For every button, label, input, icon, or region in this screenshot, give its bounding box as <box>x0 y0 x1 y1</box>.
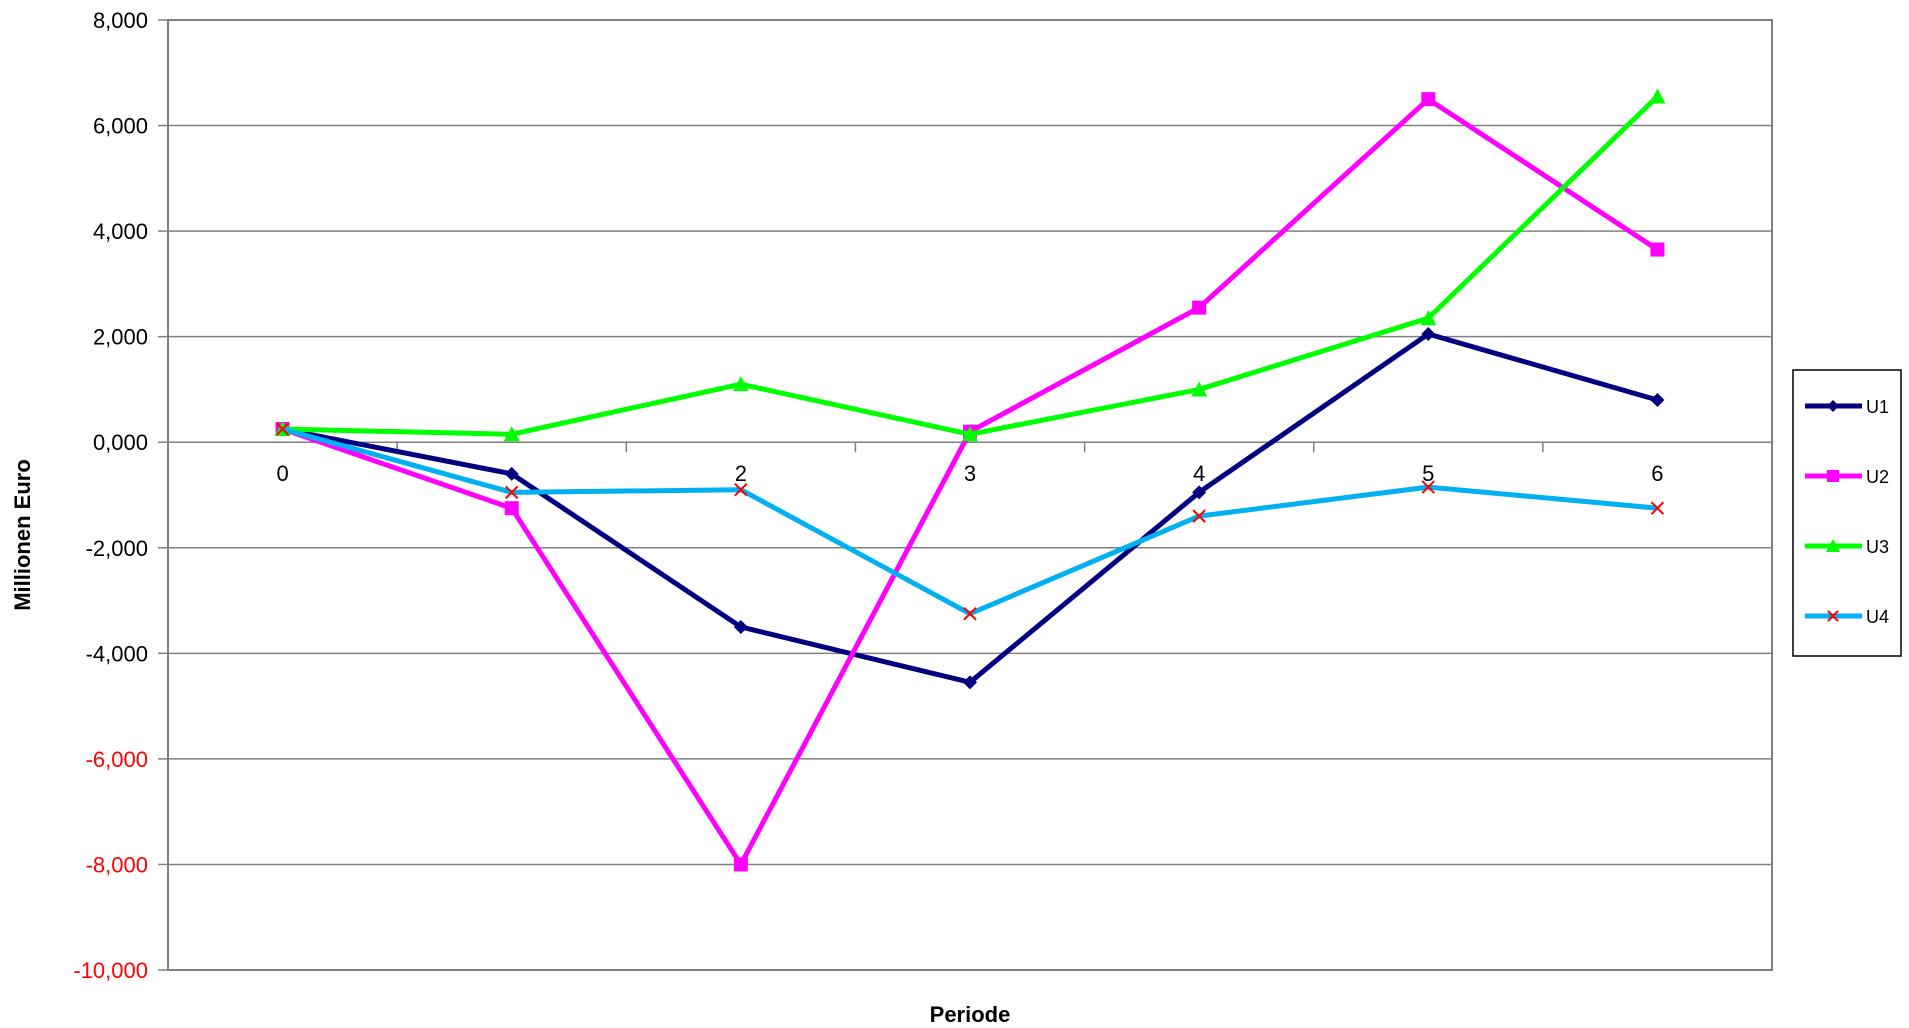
series-u4 <box>275 422 1665 621</box>
x-axis: 0 2 3 4 5 6 <box>167 441 1773 486</box>
y-tick-label: 8,000 <box>93 8 148 33</box>
legend-label: U1 <box>1866 397 1889 417</box>
data-point-u2 <box>1421 92 1436 107</box>
data-point-u1 <box>1650 393 1665 407</box>
data-point-u4 <box>1650 501 1665 515</box>
series-u3 <box>274 88 1666 442</box>
legend: U1 U2 U3 U4 <box>1792 369 1902 657</box>
data-point-u1 <box>1192 485 1207 500</box>
y-tick-label: -8,000 <box>86 852 148 877</box>
x-tick-label: 3 <box>964 461 976 486</box>
legend-item-u3: U3 <box>1805 537 1889 557</box>
data-point-u4 <box>963 607 977 621</box>
data-point-u3 <box>732 376 749 392</box>
y-axis-title: Millionen Euro <box>10 459 35 611</box>
x-tick-label: 2 <box>735 461 747 486</box>
data-point-u2 <box>504 501 519 516</box>
data-point-u3 <box>1649 88 1666 104</box>
data-point-u4 <box>505 485 519 500</box>
legend-label: U3 <box>1866 537 1889 557</box>
data-point-u1 <box>1421 327 1436 342</box>
series-group <box>274 88 1666 872</box>
y-tick-label: 6,000 <box>93 114 148 139</box>
x-tick-label: 4 <box>1193 461 1205 486</box>
data-point-u3 <box>1420 310 1437 326</box>
y-tick-label: -2,000 <box>86 536 148 561</box>
legend-marker <box>1826 539 1840 552</box>
y-tick-label: -6,000 <box>86 747 148 772</box>
data-point-u2 <box>733 857 748 872</box>
data-point-u4 <box>275 422 290 436</box>
legend-item-u1: U1 <box>1805 397 1889 417</box>
y-tick-label: -10,000 <box>73 958 148 983</box>
data-point-u3 <box>962 426 978 442</box>
x-tick-label: 0 <box>276 461 288 486</box>
legend-box <box>1792 369 1902 657</box>
data-point-u4 <box>1421 480 1435 494</box>
y-tick-label: 0,000 <box>93 430 148 455</box>
x-axis-title: Periode <box>930 1002 1011 1027</box>
series-line <box>282 94 1660 437</box>
legend-label: U4 <box>1866 607 1889 627</box>
data-point-u3 <box>1191 381 1208 397</box>
plot-area <box>167 19 1773 971</box>
data-point-u1 <box>733 619 748 634</box>
data-point-u4 <box>1192 509 1206 523</box>
series-line <box>282 331 1659 685</box>
series-line <box>281 426 1658 617</box>
y-tick-label: 4,000 <box>93 219 148 244</box>
data-point-u1 <box>504 466 519 481</box>
x-tick-label: 5 <box>1422 461 1434 486</box>
legend-marker <box>1827 470 1839 482</box>
data-point-u2 <box>1192 300 1207 315</box>
y-tick-label: 2,000 <box>93 325 148 350</box>
legend-item-u2: U2 <box>1805 467 1889 487</box>
data-point-u1 <box>963 675 977 690</box>
data-point-u2 <box>1650 242 1665 257</box>
y-axis: 8,000 6,000 4,000 2,000 0,000 -2,000 -4,000 -6,… <box>73 8 168 983</box>
series-u1 <box>275 327 1665 690</box>
data-point-u4 <box>734 483 748 497</box>
data-point-u3 <box>503 426 520 442</box>
legend-marker <box>1827 610 1839 622</box>
legend-marker <box>1827 400 1839 412</box>
y-tick-label: -4,000 <box>86 641 148 666</box>
legend-label: U2 <box>1866 467 1889 487</box>
legend-item-u4: U4 <box>1805 607 1889 627</box>
x-tick-label: 6 <box>1651 461 1663 486</box>
